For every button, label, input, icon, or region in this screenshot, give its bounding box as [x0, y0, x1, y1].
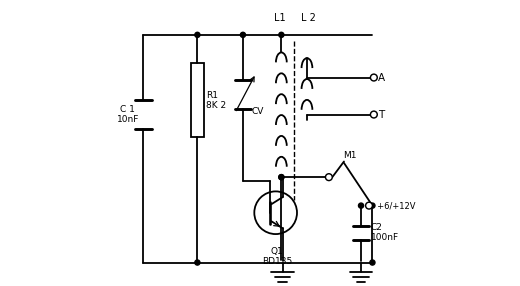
Circle shape	[370, 111, 377, 118]
Text: L 2: L 2	[301, 13, 316, 23]
Circle shape	[279, 32, 284, 37]
Text: Q1
BD135: Q1 BD135	[262, 247, 292, 266]
Circle shape	[326, 174, 332, 180]
Circle shape	[370, 203, 375, 208]
Text: M1: M1	[343, 151, 357, 160]
Circle shape	[366, 202, 372, 209]
Circle shape	[195, 260, 200, 265]
Circle shape	[279, 174, 284, 180]
Text: R1
8K 2: R1 8K 2	[206, 91, 226, 110]
Circle shape	[279, 174, 284, 180]
Circle shape	[358, 203, 363, 208]
Text: C 1
10nF: C 1 10nF	[116, 105, 139, 124]
Text: CV: CV	[252, 107, 264, 116]
Circle shape	[240, 32, 245, 37]
Text: A: A	[378, 73, 385, 83]
Text: +6/+12V: +6/+12V	[372, 201, 416, 210]
Circle shape	[370, 260, 375, 265]
Text: C2
100nF: C2 100nF	[371, 223, 399, 242]
Circle shape	[195, 32, 200, 37]
Circle shape	[370, 74, 377, 81]
Text: L1: L1	[274, 13, 285, 23]
Bar	[191, 63, 204, 137]
Text: T: T	[378, 110, 384, 120]
